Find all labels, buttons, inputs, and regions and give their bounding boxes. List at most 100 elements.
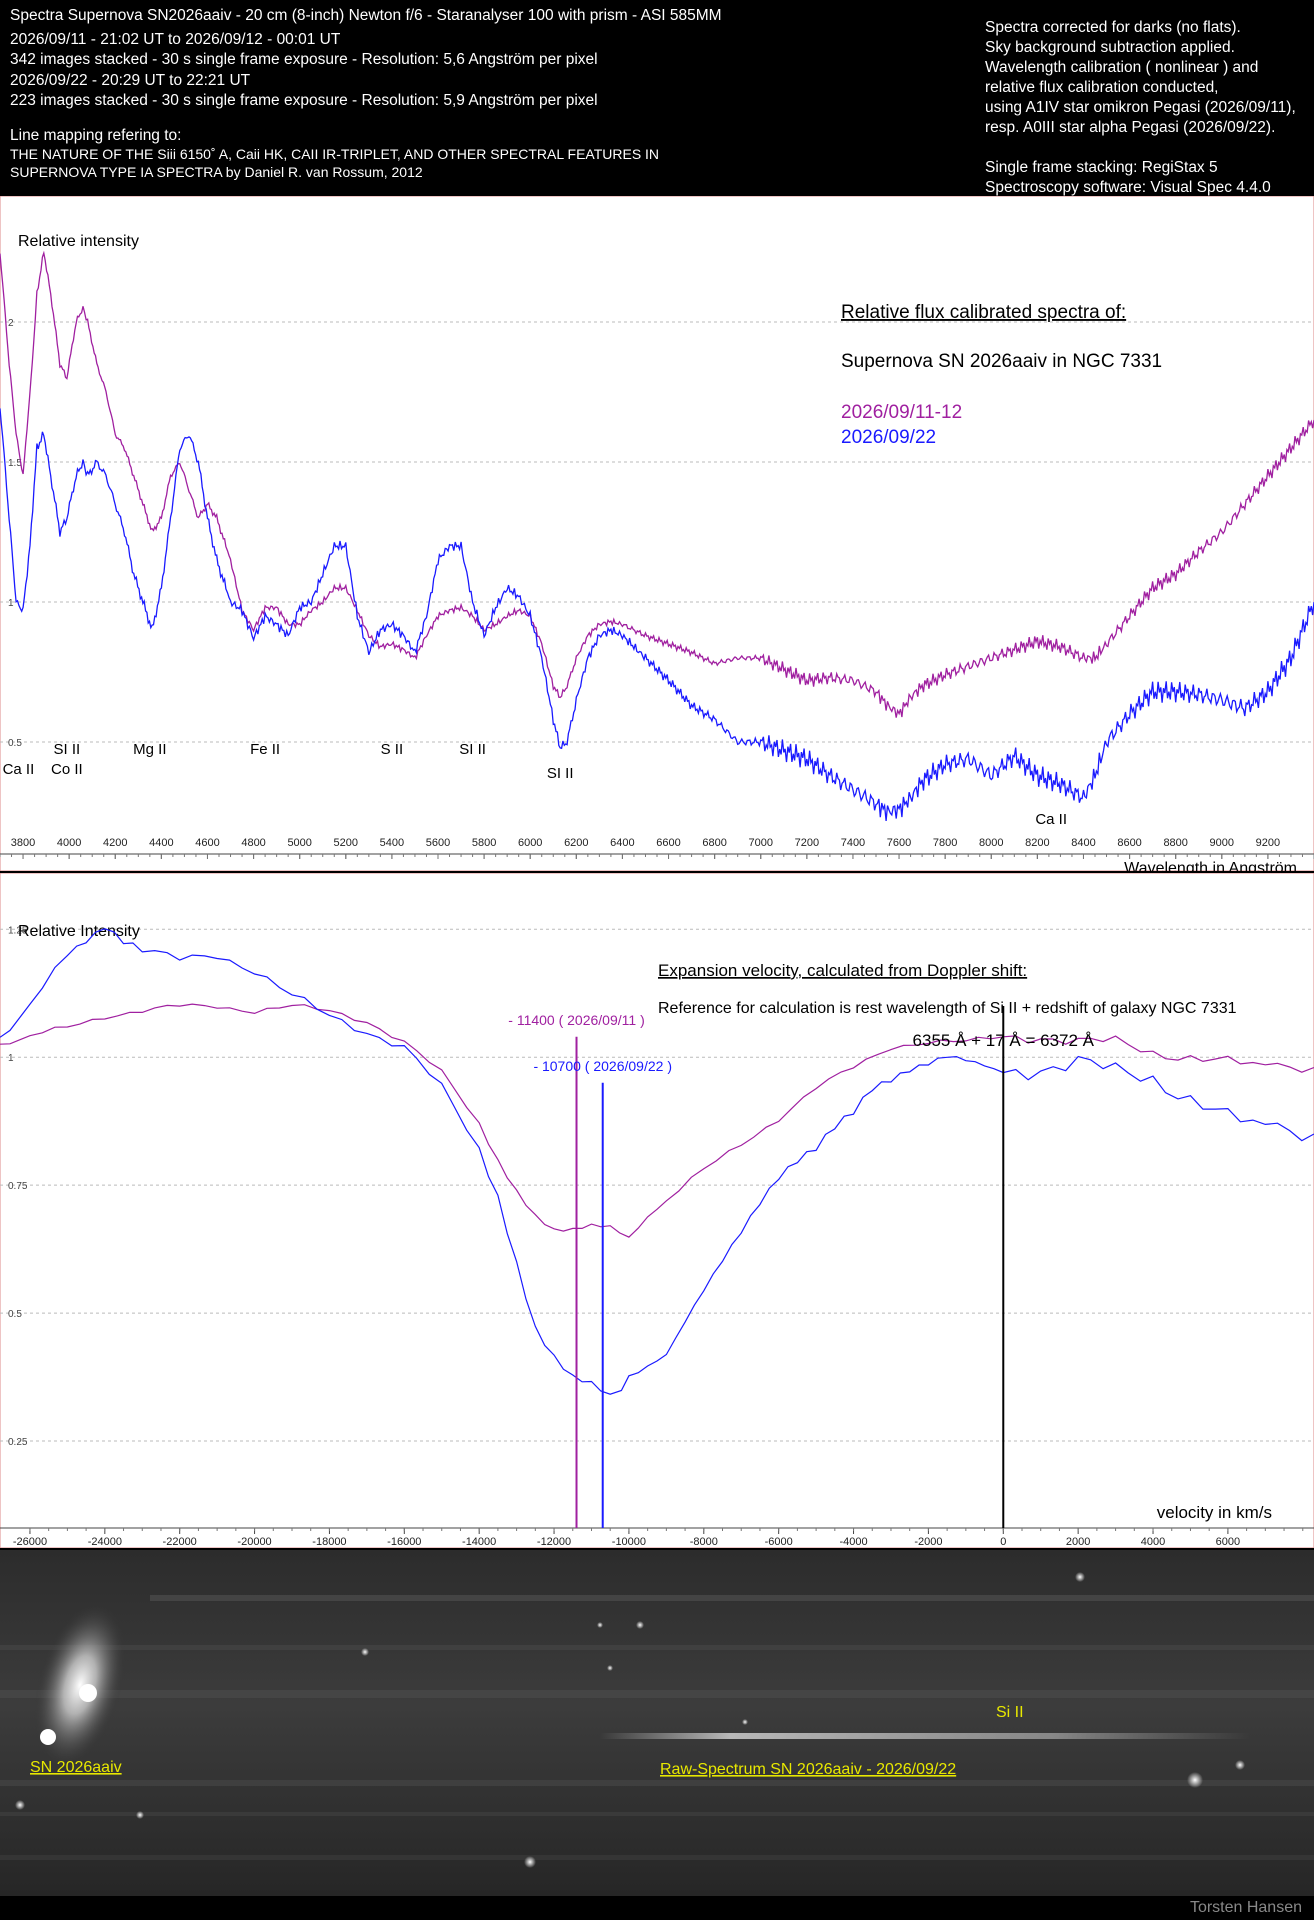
x-tick-label: -24000 [88, 1536, 122, 1548]
header-line: 2026/09/11 - 21:02 UT to 2026/09/12 - 00… [10, 30, 341, 48]
x-tick-label: 6200 [564, 837, 588, 849]
header-right-line: using A1IV star omikron Pegasi (2026/09/… [985, 99, 1296, 116]
x-tick-label: 5400 [380, 837, 404, 849]
velocity-marker-label: - 11400 ( 2026/09/11 ) [508, 1012, 644, 1028]
x-tick-label: -12000 [537, 1536, 571, 1548]
x-tick-label: 8400 [1071, 837, 1095, 849]
x-tick-label: -2000 [914, 1536, 942, 1548]
spectral-line-label: SI II [54, 741, 81, 758]
mapping-title: Line mapping refering to: [10, 126, 182, 144]
y-tick-label: 1 [8, 1053, 14, 1064]
legend-entry: 2026/09/22 [841, 427, 936, 448]
y-tick-label: 1.5 [8, 458, 22, 469]
raw-spectrum-svg: SN 2026aaiv Raw-Spectrum SN 2026aaiv - 2… [0, 1550, 1314, 1896]
x-tick-label: -18000 [312, 1536, 346, 1548]
x-tick-label: 9000 [1210, 837, 1234, 849]
x-tick-label: 6800 [702, 837, 726, 849]
mapping-line: THE NATURE OF THE Siii 6150˚ A, Caii HK,… [10, 146, 660, 162]
header-right: Spectra corrected for darks (no flats). … [985, 18, 1296, 198]
series-line [0, 928, 1314, 1395]
series-line [0, 1003, 1314, 1238]
x-tick-label: -26000 [13, 1536, 47, 1548]
header: Spectra Supernova SN2026aaiv - 20 cm (8-… [0, 0, 1314, 198]
y-tick-label: 2 [8, 318, 14, 329]
sn-label: SN 2026aaiv [30, 1759, 122, 1776]
mapping-line: SUPERNOVA TYPE IA SPECTRA by Daniel R. v… [10, 163, 423, 180]
x-tick-label: 7800 [933, 837, 957, 849]
x-tick-label: -16000 [387, 1536, 421, 1548]
raw-spectrum-image: SN 2026aaiv Raw-Spectrum SN 2026aaiv - 2… [0, 1550, 1314, 1896]
spectrum-panel: 0.5 1 1.5 2 3800 4000 4200 4400 4600 4800 5000 5200… [0, 195, 1314, 877]
x-tick-label: 8000 [979, 837, 1003, 849]
x-tick-label: 8800 [1163, 837, 1187, 849]
x-tick-label: 5800 [472, 837, 496, 849]
header-left: Spectra Supernova SN2026aaiv - 20 cm (8-… [10, 6, 722, 181]
header-title: Spectra Supernova SN2026aaiv - 20 cm (8-… [10, 7, 722, 24]
series-line [0, 408, 1314, 821]
y-tick-label: 0.75 [8, 1181, 28, 1192]
x-tick-label: 0 [1000, 1536, 1006, 1548]
annotation-title: Expansion velocity, calculated from Dopp… [658, 961, 1027, 980]
x-tick-label: -14000 [462, 1536, 496, 1548]
spectral-line-label: Mg II [133, 741, 166, 758]
velocity-marker-label: - 10700 ( 2026/09/22 ) [533, 1058, 672, 1074]
x-tick-label: 8200 [1025, 837, 1049, 849]
y-tick-label: 1.25 [8, 925, 28, 936]
spectral-line-label: S II [381, 741, 404, 758]
y-tick-label: 0.25 [8, 1437, 28, 1448]
x-tick-label: 4400 [149, 837, 173, 849]
x-tick-label: 7600 [887, 837, 911, 849]
header-line: 223 images stacked - 30 s single frame e… [10, 92, 598, 109]
x-tick-label: 9200 [1256, 837, 1280, 849]
x-tick-label: 7200 [795, 837, 819, 849]
x-tick-label: 5600 [426, 837, 450, 849]
x-tick-label: 4600 [195, 837, 219, 849]
x-tick-label: 4800 [241, 837, 265, 849]
annotation-object: Supernova SN 2026aaiv in NGC 7331 [841, 351, 1162, 372]
y-tick-label: 0.5 [8, 1309, 22, 1320]
header-right-line: Spectra corrected for darks (no flats). [985, 19, 1241, 36]
x-tick-label: 3800 [11, 837, 35, 849]
header-line: 2026/09/22 - 20:29 UT to 22:21 UT [10, 71, 251, 89]
x-axis-label: velocity in km/s [1157, 1503, 1272, 1522]
header-right-line: Wavelength calibration ( nonlinear ) and [985, 59, 1259, 76]
spectral-line-label: Co II [51, 761, 83, 778]
spectrum-chart: 0.5 1 1.5 2 3800 4000 4200 4400 4600 4800 5000 5200… [0, 195, 1314, 877]
author-credit: Torsten Hansen [1189, 1899, 1302, 1916]
x-tick-label: 2000 [1066, 1536, 1090, 1548]
si-label: Si II [996, 1704, 1024, 1721]
x-tick-label: 6000 [518, 837, 542, 849]
header-right-line: relative flux calibration conducted, [985, 79, 1219, 96]
spectral-line-label: Fe II [250, 741, 280, 758]
x-tick-label: -4000 [839, 1536, 867, 1548]
header-right-line: Sky background subtraction applied. [985, 39, 1235, 56]
y-tick-label: 0.5 [8, 738, 22, 749]
x-tick-label: 4000 [57, 837, 81, 849]
x-tick-label: -8000 [690, 1536, 718, 1548]
x-tick-label: 5000 [287, 837, 311, 849]
x-tick-label: 4200 [103, 837, 127, 849]
plot-area [0, 872, 1314, 1549]
y-axis-label: Relative Intensity [18, 923, 140, 940]
x-tick-label: 6600 [656, 837, 680, 849]
x-tick-label: 5200 [334, 837, 358, 849]
x-tick-label: 4000 [1141, 1536, 1165, 1548]
plot-area [0, 195, 1314, 872]
y-tick-label: 1 [8, 598, 14, 609]
x-axis-label: Wavelength in Angström [1124, 860, 1297, 871]
spectral-line-label: Ca II [3, 761, 35, 778]
x-tick-label: 7000 [748, 837, 772, 849]
header-right-line: Spectroscopy software: Visual Spec 4.4.0 [985, 179, 1271, 196]
annotation-ref: Reference for calculation is rest wavele… [658, 1000, 1237, 1017]
x-tick-label: -22000 [163, 1536, 197, 1548]
x-tick-label: -6000 [765, 1536, 793, 1548]
x-tick-label: 6000 [1216, 1536, 1240, 1548]
x-tick-label: -20000 [237, 1536, 271, 1548]
annotation-title: Relative flux calibrated spectra of: [841, 302, 1126, 323]
x-tick-label: -10000 [612, 1536, 646, 1548]
header-right-line: resp. A0III star alpha Pegasi (2026/09/2… [985, 119, 1276, 136]
series-line [0, 250, 1314, 718]
header-right-line: Single frame stacking: RegiStax 5 [985, 159, 1218, 176]
y-axis-label: Relative intensity [18, 233, 139, 250]
header-line: 342 images stacked - 30 s single frame e… [10, 51, 598, 68]
